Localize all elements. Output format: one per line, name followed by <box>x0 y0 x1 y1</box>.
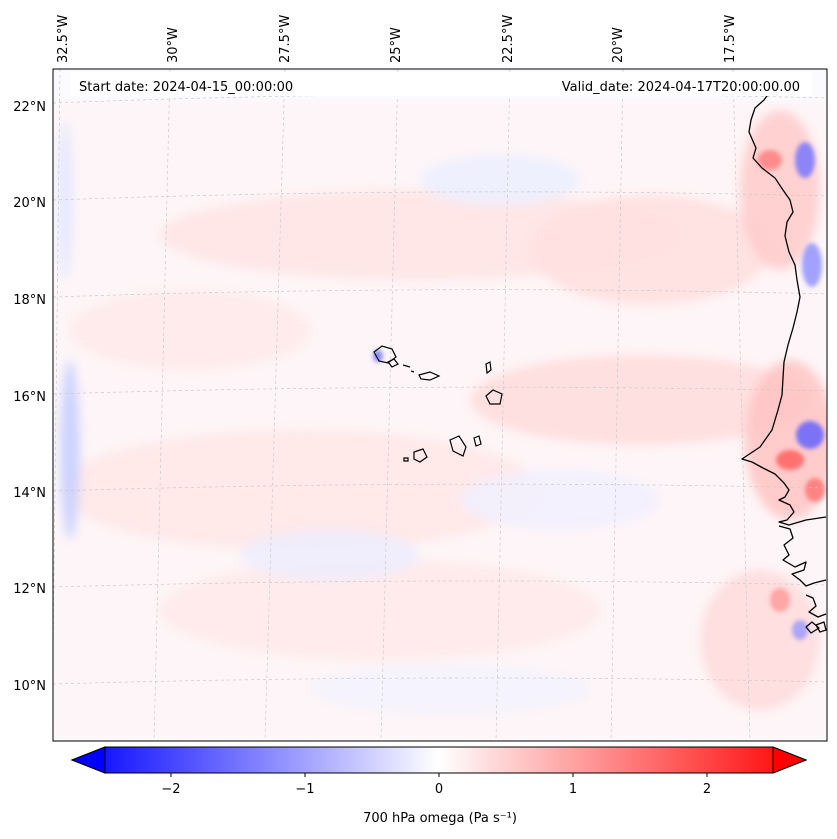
colorbar-tick-label: −2 <box>161 782 180 797</box>
lat-label-20n: 20°N <box>13 196 46 211</box>
lon-label-22-5w: 22.5°W <box>501 15 516 63</box>
omega-field-strong <box>373 142 825 640</box>
colorbar-tick-label: 1 <box>569 782 577 797</box>
start-date-text: Start date: 2024-04-15_00:00:00 <box>79 80 293 95</box>
lat-label-14n: 14°N <box>13 486 46 501</box>
lon-label-20w: 20°W <box>611 27 626 63</box>
colorbar-extend-max <box>772 746 808 774</box>
colorbar-bar <box>70 746 808 774</box>
omega-field <box>53 100 827 740</box>
colorbar-tick-label: −1 <box>295 782 314 797</box>
valid-date-text: Valid_date: 2024-04-17T20:00:00.00 <box>562 80 800 95</box>
latitude-labels: 22°N 20°N 18°N 16°N 14°N 12°N 10°N <box>13 100 46 694</box>
lon-label-32-5w: 32.5°W <box>56 15 71 63</box>
map-panel[interactable] <box>52 69 835 741</box>
colorbar: −2 −1 0 1 2 700 hPa omega (Pa s⁻¹) <box>70 746 808 826</box>
lat-label-16n: 16°N <box>13 390 46 405</box>
longitude-labels: 32.5°W 30°W 27.5°W 25°W 22.5°W 20°W 17.5… <box>56 15 738 63</box>
lon-label-27-5w: 27.5°W <box>278 15 293 63</box>
lat-label-10n: 10°N <box>13 679 46 694</box>
colorbar-tick-label: 2 <box>703 782 711 797</box>
map-frame <box>52 68 828 742</box>
lon-label-30w: 30°W <box>166 27 181 63</box>
lat-label-22n: 22°N <box>13 100 46 115</box>
lon-label-17-5w: 17.5°W <box>723 15 738 63</box>
gridlines <box>53 69 827 741</box>
cape-verde-islands <box>373 345 503 463</box>
lat-label-12n: 12°N <box>13 582 46 597</box>
lon-label-25w: 25°W <box>389 27 404 63</box>
colorbar-extend-min <box>70 746 106 774</box>
date-header-box <box>70 72 812 96</box>
colorbar-label: 700 hPa omega (Pa s⁻¹) <box>363 811 517 826</box>
african-coastline <box>741 92 827 634</box>
colorbar-tick-label: 0 <box>435 782 443 797</box>
lat-label-18n: 18°N <box>13 293 46 308</box>
